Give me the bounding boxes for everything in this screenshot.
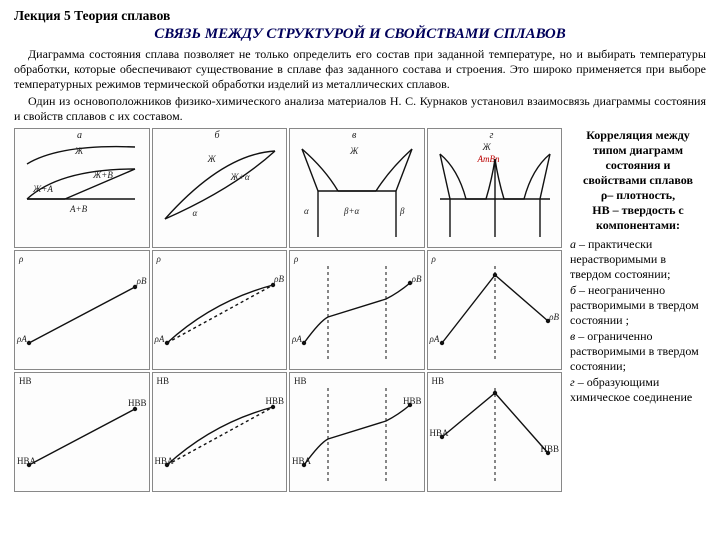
chart-rho-c: ρ ρА ρВ (289, 250, 425, 370)
chart-rho-b: ρ ρА ρВ (152, 250, 288, 370)
figure-caption: Корреляция между типом диаграмм состояни… (562, 128, 706, 492)
paragraph-2: Один из основоположников физико-химическ… (14, 94, 706, 124)
chart-hb-d: HB HBА HBВ (427, 372, 563, 492)
chart-rho-a: ρ ρА ρВ (14, 250, 150, 370)
paragraph-1: Диаграмма состояния сплава позволяет не … (14, 47, 706, 92)
figure-grid: а Ж Ж+В Ж+А А+В (14, 128, 562, 492)
page-title: СВЯЗЬ МЕЖДУ СТРУКТУРОЙ И СВОЙСТВАМИ СПЛА… (14, 26, 706, 43)
chart-rho-d: ρ ρА ρВ (427, 250, 563, 370)
chart-hb-a: HB HBА HBВ (14, 372, 150, 492)
chart-phase-d: г Ж АmВn (427, 128, 563, 248)
lecture-label: Лекция 5 Теория сплавов (14, 8, 706, 24)
chart-phase-a: а Ж Ж+В Ж+А А+В (14, 128, 150, 248)
chart-hb-c: HB HBА HBВ (289, 372, 425, 492)
legend-a: а – практически нерастворимыми в твердом… (570, 237, 706, 282)
chart-hb-b: HB HBА HBВ (152, 372, 288, 492)
legend-b: б – неограниченно растворимыми в твердом… (570, 283, 706, 328)
caption-title: Корреляция между типом диаграмм состояни… (570, 128, 706, 233)
legend-d: г – образующими химическое соединение (570, 375, 706, 405)
chart-phase-b: б Ж Ж+α α (152, 128, 288, 248)
chart-phase-c: в Ж α (289, 128, 425, 248)
legend-c: в – ограниченно растворимыми в твердом с… (570, 329, 706, 374)
